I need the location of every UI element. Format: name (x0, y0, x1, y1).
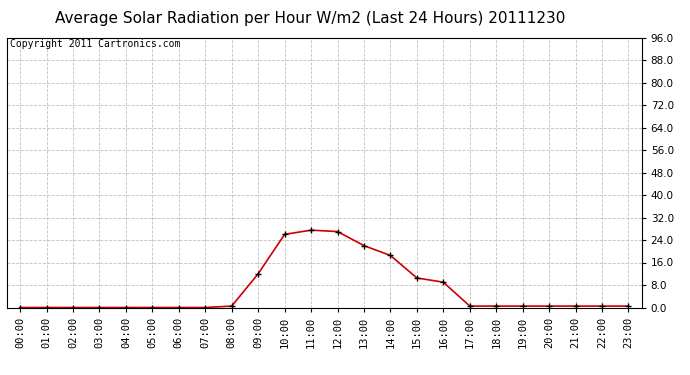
Text: Copyright 2011 Cartronics.com: Copyright 2011 Cartronics.com (10, 39, 181, 49)
Text: Average Solar Radiation per Hour W/m2 (Last 24 Hours) 20111230: Average Solar Radiation per Hour W/m2 (L… (55, 11, 566, 26)
